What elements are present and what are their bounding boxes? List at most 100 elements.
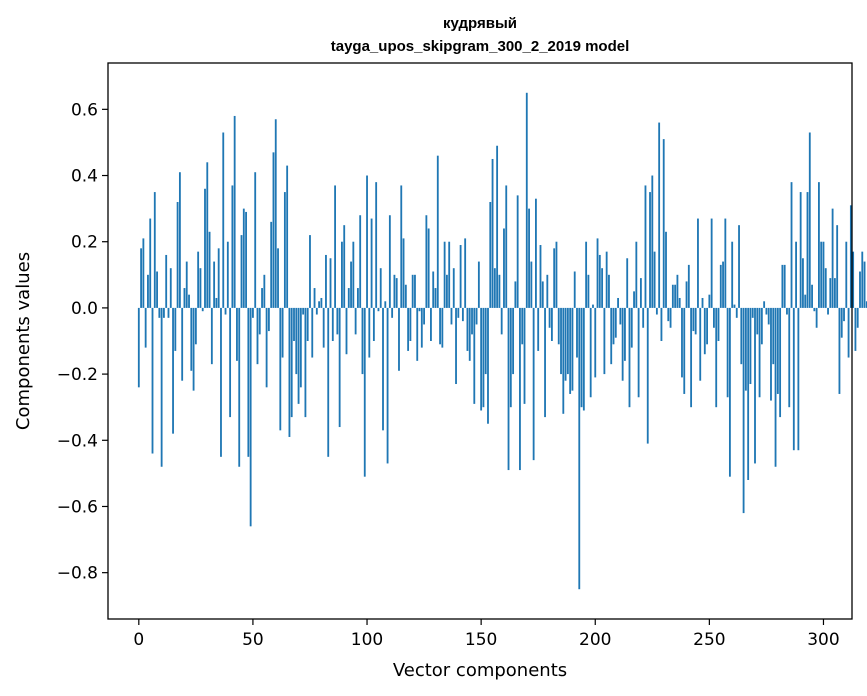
bar-0	[137, 307, 140, 388]
bar-317	[861, 251, 864, 308]
bar-115	[400, 185, 403, 308]
bar-12	[165, 254, 168, 308]
bar-310	[845, 241, 848, 308]
bar-75	[309, 235, 311, 308]
bar-188	[566, 307, 569, 375]
bar-159	[500, 307, 503, 335]
bar-10	[160, 307, 163, 467]
bar-54	[261, 288, 263, 308]
bar-178	[544, 307, 546, 418]
x-tick-label: 100	[351, 630, 383, 650]
bar-203	[601, 268, 604, 308]
bar-204	[603, 307, 606, 375]
y-tick-label: −0.6	[57, 497, 98, 517]
bar-18	[178, 172, 181, 308]
bar-180	[548, 307, 551, 328]
bar-287	[792, 307, 795, 451]
bar-273	[760, 307, 763, 345]
bar-116	[402, 238, 405, 308]
bar-123	[418, 307, 421, 312]
bar-33	[213, 261, 216, 308]
bar-194	[580, 307, 583, 408]
bar-88	[338, 307, 341, 428]
bar-86	[334, 185, 336, 308]
bar-291	[802, 258, 804, 308]
bar-217	[633, 291, 635, 308]
x-tick-label: 150	[465, 630, 497, 650]
bar-208	[612, 307, 615, 345]
bar-113	[395, 278, 398, 308]
bar-130	[434, 288, 437, 308]
bar-118	[407, 307, 410, 351]
bar-254	[717, 307, 720, 341]
bar-284	[786, 307, 788, 315]
bar-277	[770, 307, 772, 401]
bar-78	[315, 307, 318, 315]
bar-43	[236, 307, 238, 361]
bar-255	[719, 264, 722, 308]
bar-293	[806, 192, 809, 308]
bar-281	[779, 307, 782, 418]
bar-303	[829, 278, 832, 308]
bar-114	[398, 307, 400, 371]
bar-152	[484, 307, 487, 375]
bar-51	[254, 172, 257, 308]
bar-16	[174, 307, 177, 351]
bar-215	[628, 307, 631, 408]
bar-19	[181, 307, 184, 381]
bar-64	[283, 192, 286, 308]
bar-144	[466, 307, 469, 351]
bar-13	[167, 307, 170, 318]
bar-122	[416, 307, 419, 361]
bar-244	[694, 307, 697, 335]
bar-147	[473, 307, 476, 404]
bar-161	[505, 185, 508, 308]
bar-160	[503, 228, 505, 308]
bar-49	[249, 307, 252, 527]
bar-270	[754, 307, 756, 464]
bar-234	[671, 284, 674, 308]
bar-220	[639, 278, 642, 308]
bar-316	[859, 271, 861, 308]
bar-20	[183, 288, 186, 308]
bar-304	[831, 208, 834, 308]
bar-233	[669, 307, 672, 328]
bar-231	[665, 231, 667, 308]
bar-132	[439, 307, 441, 345]
bar-297	[815, 307, 818, 328]
bar-259	[728, 307, 731, 477]
bar-98	[361, 307, 364, 375]
bar-275	[765, 307, 768, 315]
bar-292	[804, 294, 807, 308]
bar-299	[820, 241, 823, 308]
bar-209	[614, 307, 617, 338]
bar-14	[169, 268, 172, 308]
bar-285	[788, 307, 791, 408]
bar-283	[783, 264, 786, 308]
bar-262	[735, 307, 738, 318]
bar-79	[318, 301, 321, 308]
bar-71	[299, 307, 302, 388]
bar-2	[142, 238, 145, 308]
bar-163	[509, 307, 512, 408]
bar-221	[642, 307, 645, 328]
bar-168	[521, 307, 524, 345]
bar-91	[345, 307, 348, 355]
bar-213	[624, 307, 626, 361]
bar-251	[710, 218, 713, 308]
bar-225	[651, 175, 654, 308]
bar-11	[163, 307, 165, 318]
bar-192	[576, 307, 578, 358]
bar-300	[822, 241, 825, 308]
bar-28	[201, 307, 204, 312]
bar-279	[774, 307, 777, 467]
bar-60	[274, 119, 277, 308]
bar-280	[776, 307, 779, 394]
bar-175	[537, 307, 540, 351]
bar-23	[190, 307, 193, 371]
bar-133	[441, 307, 444, 348]
bar-9	[158, 307, 161, 318]
x-tick-label: 250	[693, 630, 725, 650]
x-tick-label: 300	[807, 630, 839, 650]
bar-174	[535, 198, 537, 308]
